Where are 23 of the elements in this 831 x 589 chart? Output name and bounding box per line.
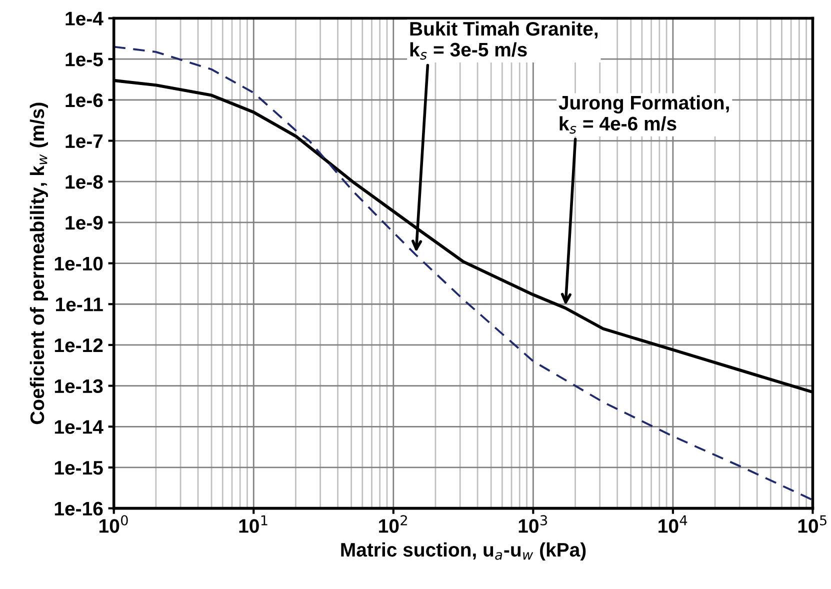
y-tick-label: 1e-13 [54, 379, 103, 394]
y-tick-label: 1e-10 [54, 256, 103, 271]
x-tick-label: 10$^{3}$ [518, 515, 547, 533]
x-tick-label: 10$^{4}$ [658, 515, 688, 533]
y-tick-label: 1e-15 [54, 461, 103, 475]
x-tick-label: 10$^{0}$ [100, 515, 128, 533]
x-tick-label: 10$^{2}$ [379, 515, 407, 533]
annotation: Bukit Timah Granite, k$_{s}$ = 3e-5 m/s [410, 21, 598, 60]
y-tick-label: 1e-14 [54, 420, 104, 434]
x-tick-label: 10$^{5}$ [798, 515, 826, 533]
y-tick-label: 1e-5 [66, 52, 103, 66]
y-tick-label: 1e-12 [54, 338, 103, 352]
y-tick-label: 1e-6 [66, 93, 103, 108]
y-tick-label: 1e-16 [54, 502, 103, 516]
y-tick-label: 1e-7 [66, 134, 103, 148]
y-tick-label: 1e-4 [66, 12, 104, 26]
y-tick-label: 1e-9 [66, 216, 103, 230]
y-axis-title: Coeficient of permeability, k$_{w}$ (m/s) [30, 102, 48, 424]
y-tick-label: 1e-8 [66, 175, 103, 189]
x-axis-title: Matric suction, u$_{a}$-u$_{w}$ (kPa) [341, 542, 586, 561]
x-tick-label: 10$^{1}$ [239, 515, 268, 533]
y-tick-label: 1e-11 [56, 298, 103, 312]
annotation: Jurong Formation, k$_{s}$ = 4e-6 m/s [558, 95, 729, 134]
